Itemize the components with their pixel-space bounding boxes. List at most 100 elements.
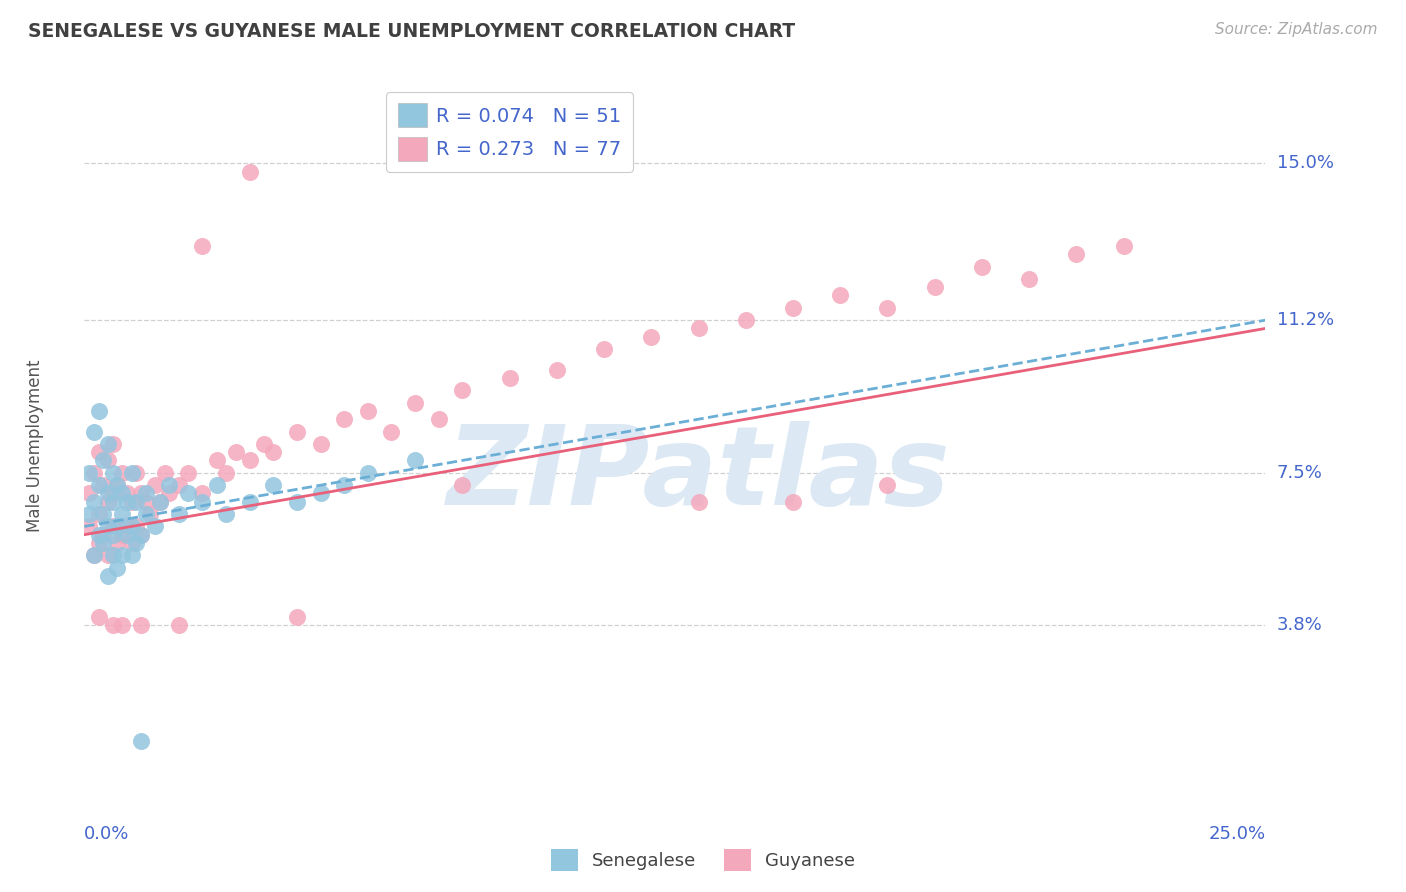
Point xyxy=(129,486,152,500)
Point xyxy=(101,486,124,500)
Text: 11.2%: 11.2% xyxy=(1277,311,1334,329)
Point xyxy=(191,486,214,500)
Point xyxy=(830,288,852,302)
Point xyxy=(782,301,804,315)
Point xyxy=(91,536,114,550)
Point xyxy=(87,445,110,459)
Text: 15.0%: 15.0% xyxy=(1277,154,1333,172)
Point xyxy=(149,494,172,508)
Point xyxy=(427,412,450,426)
Point xyxy=(1066,247,1088,261)
Point xyxy=(782,494,804,508)
Point xyxy=(121,519,143,533)
Point xyxy=(101,519,124,533)
Point xyxy=(97,486,120,500)
Point xyxy=(309,486,332,500)
Point xyxy=(107,536,129,550)
Point xyxy=(97,569,120,583)
Point xyxy=(876,478,898,492)
Point xyxy=(970,260,993,274)
Point xyxy=(451,478,474,492)
Point xyxy=(333,412,356,426)
Point xyxy=(262,445,284,459)
Point xyxy=(357,466,380,480)
Point xyxy=(115,486,138,500)
Text: SENEGALESE VS GUYANESE MALE UNEMPLOYMENT CORRELATION CHART: SENEGALESE VS GUYANESE MALE UNEMPLOYMENT… xyxy=(28,22,796,41)
Text: ZIPatlas: ZIPatlas xyxy=(447,421,950,528)
Point xyxy=(107,560,129,574)
Point xyxy=(225,445,247,459)
Point xyxy=(640,329,662,343)
Point xyxy=(143,478,166,492)
Point xyxy=(91,478,114,492)
Point xyxy=(87,527,110,541)
Point xyxy=(135,507,157,521)
Point xyxy=(83,494,105,508)
Point xyxy=(688,321,710,335)
Point xyxy=(97,549,120,563)
Point xyxy=(262,478,284,492)
Point xyxy=(91,453,114,467)
Point xyxy=(77,507,100,521)
Point xyxy=(97,437,120,451)
Point xyxy=(253,437,276,451)
Point xyxy=(135,494,157,508)
Point xyxy=(924,280,946,294)
Legend: R = 0.074   N = 51, R = 0.273   N = 77: R = 0.074 N = 51, R = 0.273 N = 77 xyxy=(385,92,633,172)
Point xyxy=(111,507,134,521)
Point xyxy=(91,507,114,521)
Point xyxy=(83,549,105,563)
Point xyxy=(177,466,200,480)
Point xyxy=(191,494,214,508)
Point xyxy=(1018,272,1040,286)
Point xyxy=(451,384,474,398)
Point xyxy=(115,527,138,541)
Point xyxy=(87,536,110,550)
Point xyxy=(83,425,105,439)
Point xyxy=(143,519,166,533)
Text: Source: ZipAtlas.com: Source: ZipAtlas.com xyxy=(1215,22,1378,37)
Point xyxy=(167,478,190,492)
Point xyxy=(125,494,148,508)
Point xyxy=(111,527,134,541)
Point xyxy=(125,466,148,480)
Point xyxy=(239,494,262,508)
Point xyxy=(91,527,114,541)
Text: 3.8%: 3.8% xyxy=(1277,616,1322,634)
Point xyxy=(77,486,100,500)
Point xyxy=(115,494,138,508)
Point xyxy=(97,494,120,508)
Point xyxy=(83,466,105,480)
Point xyxy=(121,549,143,563)
Point xyxy=(125,536,148,550)
Point xyxy=(734,313,756,327)
Point xyxy=(546,362,568,376)
Point xyxy=(404,453,426,467)
Text: 7.5%: 7.5% xyxy=(1277,464,1323,482)
Point xyxy=(285,425,308,439)
Point xyxy=(205,453,228,467)
Point xyxy=(111,549,134,563)
Text: Male Unemployment: Male Unemployment xyxy=(25,359,44,533)
Point xyxy=(97,519,120,533)
Point xyxy=(1112,239,1135,253)
Point xyxy=(546,136,568,150)
Point xyxy=(285,610,308,624)
Point xyxy=(101,466,124,480)
Point xyxy=(107,478,129,492)
Point xyxy=(111,618,134,632)
Point xyxy=(404,395,426,409)
Point xyxy=(191,239,214,253)
Point xyxy=(107,519,129,533)
Point xyxy=(157,478,180,492)
Point xyxy=(129,527,152,541)
Point xyxy=(107,478,129,492)
Point xyxy=(239,453,262,467)
Point xyxy=(111,466,134,480)
Point xyxy=(380,425,402,439)
Point xyxy=(77,466,100,480)
Point xyxy=(121,536,143,550)
Point xyxy=(309,437,332,451)
Point xyxy=(129,527,152,541)
Point xyxy=(157,486,180,500)
